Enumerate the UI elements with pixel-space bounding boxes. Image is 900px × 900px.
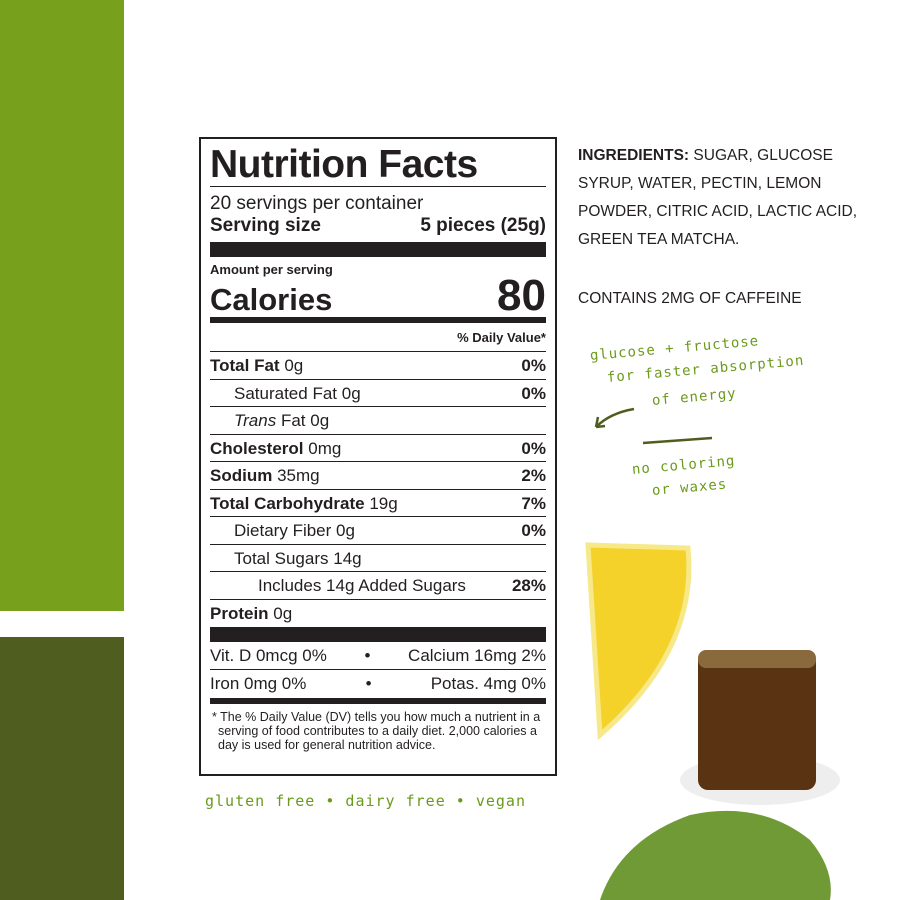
- matcha-powder-image: [600, 810, 831, 900]
- nutrient-amount: 14g: [333, 548, 362, 568]
- potassium: Potas. 4mg 0%: [430, 674, 546, 693]
- nutrient-row: Protein 0g: [210, 600, 546, 628]
- bullet: •: [364, 646, 371, 665]
- lemon-wedge-image: [585, 542, 692, 741]
- nutrient-amount: 0mg: [308, 438, 342, 458]
- daily-value-header: % Daily Value*: [210, 323, 546, 352]
- arrow-icon: [594, 407, 713, 445]
- nutrient-name: Saturated Fat 0g: [210, 380, 361, 407]
- vitamin-row: Vit. D 0mcg 0% • Calcium 16mg 2%: [210, 642, 546, 670]
- nutrient-daily-value: 0%: [521, 383, 546, 403]
- gummy-image: [680, 650, 840, 805]
- calories: Calories 80: [210, 271, 546, 320]
- nutrient-row: Saturated Fat 0g 0%: [210, 380, 546, 407]
- nutrient-row: Total Fat 0g 0%: [210, 352, 546, 380]
- nutrient-amount: 0g: [284, 356, 304, 375]
- iron: Iron 0mg 0%: [210, 674, 307, 693]
- bullet: •: [365, 674, 372, 693]
- nutrient-label-suffix: Fat: [280, 411, 306, 430]
- nutrient-amount: 0g: [336, 521, 355, 540]
- note-line: or waxes: [651, 476, 728, 499]
- ingredients-label: INGREDIENTS:: [578, 147, 690, 164]
- nutrient-name: Trans Fat 0g: [210, 407, 329, 434]
- nutrient-name: Sodium 35mg: [210, 462, 320, 489]
- nutrient-name: Dietary Fiber 0g: [210, 517, 355, 544]
- serving-size: Serving size 5 pieces (25g): [210, 215, 546, 237]
- nutrient-name: Total Fat 0g: [210, 352, 303, 379]
- nutrient-row: Includes 14g Added Sugars 28%: [210, 572, 546, 600]
- ingredients-text: SUGAR, GLUCOSE SYRUP, WATER, PECTIN, LEM…: [578, 147, 858, 248]
- green-band-top: [0, 0, 124, 611]
- nutrient-amount: 19g: [369, 493, 398, 513]
- ingredients: INGREDIENTS: SUGAR, GLUCOSE SYRUP, WATER…: [578, 142, 878, 254]
- diet-claims: gluten free • dairy free • vegan: [205, 792, 526, 810]
- nutrient-label: Cholesterol: [210, 438, 304, 458]
- nutrient-label: Protein: [210, 603, 269, 623]
- nutrition-facts-label: Nutrition Facts 20 servings per containe…: [199, 137, 557, 776]
- nutrient-daily-value: 0%: [521, 521, 546, 540]
- nutrient-label: Total Sugars: [234, 548, 329, 568]
- nutrient-row: Sodium 35mg 2%: [210, 462, 546, 490]
- nutrient-amount: 35mg: [277, 466, 320, 485]
- servings-per-container: 20 servings per container: [210, 193, 424, 214]
- serving-size-label: Serving size: [210, 215, 321, 236]
- nutrient-label: Trans: [234, 411, 277, 430]
- note-line: no coloring: [631, 452, 737, 478]
- product-images: [585, 542, 840, 900]
- vitamin-d: Vit. D 0mcg 0%: [210, 646, 327, 665]
- nutrient-daily-value: 0%: [521, 438, 546, 458]
- divider-medium: [210, 317, 546, 323]
- nutrient-daily-value: 28%: [511, 576, 546, 595]
- nutrient-row: Cholesterol 0mg 0%: [210, 435, 546, 462]
- nutrient-label: Includes 14g Added Sugars: [258, 576, 466, 595]
- nutrient-amount: 0g: [341, 383, 361, 403]
- nutrient-label: Saturated Fat: [234, 383, 338, 403]
- nutrient-label: Total Carbohydrate: [210, 493, 365, 513]
- nutrient-label: Total Fat: [210, 356, 280, 375]
- calories-label: Calories: [210, 282, 333, 317]
- nutrient-daily-value: 2%: [521, 466, 546, 485]
- serving-size-value: 5 pieces (25g): [420, 215, 546, 236]
- nutrient-label: Sodium: [210, 466, 273, 485]
- vitamin-row: Iron 0mg 0% • Potas. 4mg 0%: [210, 670, 546, 698]
- divider-thick: [210, 242, 546, 257]
- calories-value: 80: [497, 271, 546, 320]
- nutrient-name: Total Sugars 14g: [210, 545, 362, 572]
- nutrient-amount: 0g: [273, 603, 293, 623]
- nutrient-name: Cholesterol 0mg: [210, 435, 341, 462]
- nutrient-row: Trans Fat 0g: [210, 407, 546, 435]
- amount-per-serving: Amount per serving: [210, 262, 333, 277]
- nutrient-amount: 0g: [310, 411, 330, 430]
- footnote: * The % Daily Value (DV) tells you how m…: [212, 710, 541, 752]
- green-band-bottom: [0, 637, 124, 900]
- caffeine-note: CONTAINS 2MG OF CAFFEINE: [578, 290, 802, 307]
- nutrient-name: Total Carbohydrate 19g: [210, 490, 398, 517]
- nutrient-name: Includes 14g Added Sugars: [210, 572, 466, 599]
- divider-medium: [210, 698, 546, 704]
- nutrient-daily-value: 0%: [521, 356, 546, 375]
- divider-thick: [210, 627, 546, 642]
- nutrient-row: Total Carbohydrate 19g 7%: [210, 490, 546, 517]
- nutrient-row: Dietary Fiber 0g 0%: [210, 517, 546, 545]
- calcium: Calcium 16mg 2%: [408, 646, 546, 665]
- label-title: Nutrition Facts: [210, 139, 546, 187]
- nutrient-name: Protein 0g: [210, 600, 292, 628]
- nutrient-label: Dietary Fiber: [234, 521, 332, 540]
- nutrient-daily-value: 7%: [521, 493, 546, 513]
- nutrient-row: Total Sugars 14g: [210, 545, 546, 572]
